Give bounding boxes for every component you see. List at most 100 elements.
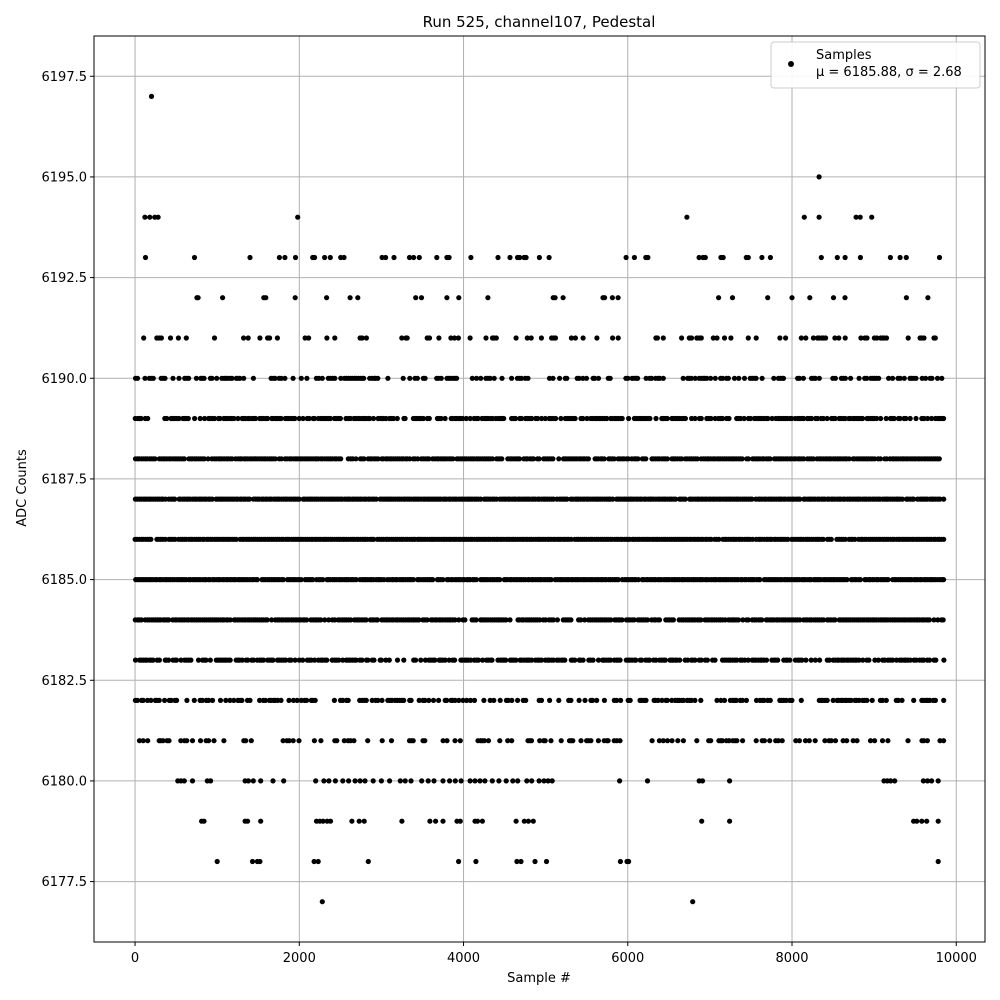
data-point [867, 738, 874, 744]
data-point [211, 335, 218, 341]
data-point [467, 415, 473, 422]
data-point [761, 738, 768, 744]
data-point [601, 697, 608, 704]
data-point [932, 335, 938, 341]
data-point [173, 657, 180, 663]
data-point [283, 657, 289, 663]
data-point [351, 738, 357, 744]
data-point [451, 335, 458, 341]
y-tick-label: 6182.5 [42, 674, 88, 689]
data-point [541, 778, 547, 784]
data-point [408, 697, 414, 704]
data-point [767, 697, 773, 704]
data-point [440, 577, 446, 583]
data-point [269, 617, 275, 623]
data-point [148, 697, 154, 704]
data-point [869, 214, 875, 220]
data-point [491, 697, 497, 704]
data-point [712, 657, 718, 663]
data-point [797, 617, 803, 623]
data-point [680, 738, 687, 744]
data-point [362, 778, 368, 784]
data-point [290, 738, 296, 744]
y-tick-label: 6187.5 [42, 472, 88, 487]
data-point [583, 375, 590, 381]
data-point [239, 657, 245, 663]
data-point [925, 415, 931, 422]
data-point [741, 415, 747, 422]
data-point [399, 818, 405, 824]
data-point [507, 617, 513, 623]
data-point [262, 697, 268, 704]
legend: Samples μ = 6185.88, σ = 2.68 [770, 41, 981, 89]
data-point [704, 375, 710, 381]
data-point [414, 375, 420, 381]
data-point [521, 818, 527, 824]
data-point [664, 456, 671, 462]
data-point [682, 415, 689, 422]
data-point [564, 375, 570, 381]
data-point [514, 858, 520, 865]
data-point [941, 577, 947, 583]
data-point [635, 577, 642, 583]
data-point [664, 697, 670, 704]
data-point [753, 375, 759, 381]
data-point [542, 415, 548, 422]
data-point [379, 738, 385, 744]
data-point [472, 778, 478, 784]
data-point [529, 415, 535, 422]
data-point [798, 335, 804, 341]
data-point [625, 375, 631, 381]
data-point [807, 295, 813, 301]
data-point [208, 778, 214, 784]
data-point [796, 375, 803, 381]
data-point [846, 456, 852, 462]
data-point [777, 335, 783, 341]
data-point [408, 778, 414, 784]
data-point [227, 697, 233, 704]
data-point [338, 456, 344, 462]
data-point [735, 617, 742, 623]
data-point [319, 899, 325, 905]
data-point [801, 456, 807, 462]
data-point [518, 415, 525, 422]
data-point [136, 738, 143, 744]
data-point [353, 456, 359, 462]
data-point [789, 415, 795, 422]
data-point [529, 657, 535, 663]
data-point [852, 536, 858, 542]
data-point [227, 657, 233, 663]
data-point [655, 697, 661, 704]
data-point [562, 657, 568, 663]
data-point [745, 254, 751, 261]
data-point [702, 254, 708, 261]
data-point [399, 335, 405, 341]
data-point [924, 818, 930, 824]
data-point [503, 778, 509, 784]
data-point [626, 415, 632, 422]
data-point [276, 254, 282, 261]
data-point [162, 697, 168, 704]
data-point [257, 858, 263, 865]
data-point [304, 617, 310, 623]
data-point [456, 858, 462, 865]
data-point [241, 375, 247, 381]
data-point [874, 415, 880, 422]
data-point [142, 254, 149, 261]
data-point [874, 335, 880, 341]
data-point [346, 778, 352, 784]
data-point [780, 375, 787, 381]
data-point [497, 738, 503, 744]
data-point [280, 738, 286, 744]
data-point [433, 818, 439, 824]
data-point [385, 375, 391, 381]
data-point [457, 818, 463, 824]
data-point [832, 617, 838, 623]
data-point [532, 858, 538, 865]
data-point [235, 415, 241, 422]
data-point [848, 375, 854, 381]
data-point [415, 456, 421, 462]
data-point [546, 254, 552, 261]
data-point [568, 617, 574, 623]
data-point [775, 738, 782, 744]
